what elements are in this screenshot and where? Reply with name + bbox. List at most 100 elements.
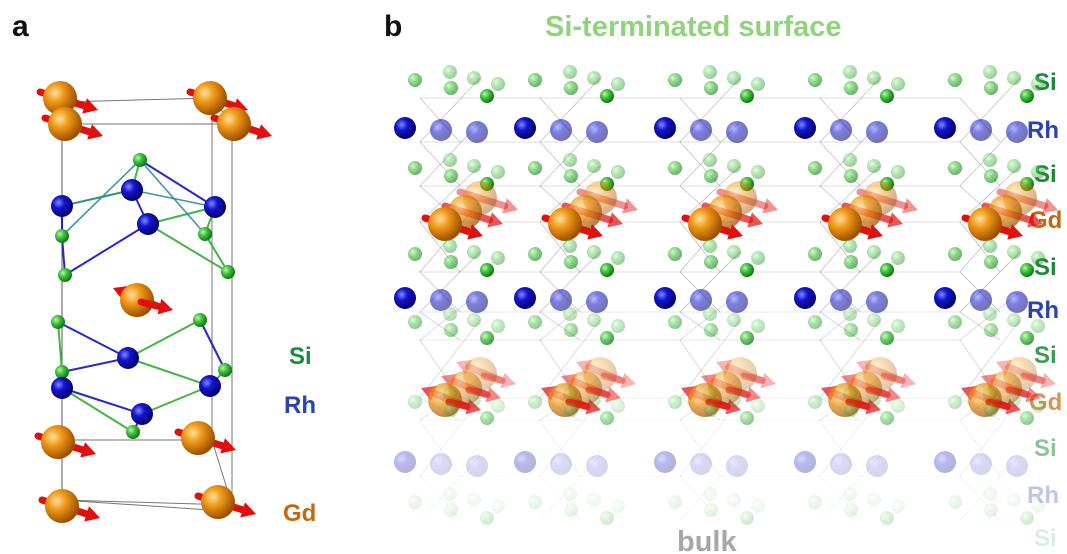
si-atom	[983, 387, 997, 401]
legend-gd-label: Gd	[283, 500, 316, 527]
rh-atom	[690, 453, 712, 475]
rh-atom	[51, 377, 73, 399]
gd-atom	[201, 485, 235, 519]
rh-atom	[430, 289, 452, 311]
magnetic-moment-arrow	[137, 298, 163, 311]
si-atom	[983, 65, 997, 79]
magnetic-moment-arrowhead	[82, 98, 98, 114]
rh-atom	[794, 287, 816, 309]
si-atom	[751, 499, 765, 513]
si-atom	[984, 323, 998, 337]
rh-atom	[726, 291, 748, 313]
si-rh-bond	[57, 321, 63, 373]
rh-atom	[934, 117, 956, 139]
magnetic-moment-arrowhead	[84, 506, 100, 522]
lattice-bond	[959, 77, 1021, 143]
si-atom	[444, 255, 458, 269]
si-atom	[704, 169, 718, 183]
lattice-bond	[819, 251, 881, 313]
si-atom	[808, 495, 822, 509]
si-atom	[480, 411, 494, 425]
magnetic-moment-arrowhead	[747, 212, 763, 228]
magnetic-moment-arrowhead	[902, 198, 918, 214]
si-atom	[808, 247, 822, 261]
si-atom	[983, 487, 997, 501]
magnetic-moment-arrowhead	[500, 372, 516, 389]
si-atom	[703, 65, 717, 79]
rh-atom	[970, 119, 992, 141]
lattice-bond	[539, 77, 601, 143]
si-atom	[564, 403, 578, 417]
magnetic-moment-arrowhead	[1027, 212, 1043, 228]
si-atom	[843, 153, 857, 167]
lattice-bond	[679, 419, 721, 477]
si-atom	[704, 81, 718, 95]
si-atom	[587, 493, 601, 507]
si-atom	[564, 255, 578, 269]
magnetic-moment-arrowhead	[620, 372, 636, 389]
si-rh-bond	[61, 357, 129, 373]
magnetic-moment-arrowhead	[1042, 198, 1058, 214]
panel-b-label: b	[384, 10, 402, 43]
si-atom	[808, 73, 822, 87]
layer-label: Rh	[1027, 117, 1059, 144]
si-atom	[443, 387, 457, 401]
lattice-bond	[959, 251, 1021, 313]
lattice-bond	[679, 251, 741, 313]
rh-atom	[550, 289, 572, 311]
si-atom	[564, 503, 578, 517]
si-atom	[1031, 77, 1045, 91]
unit-cell-edge	[61, 499, 211, 511]
si-atom	[467, 245, 481, 259]
si-atom	[704, 403, 718, 417]
si-rh-bond	[139, 159, 216, 208]
si-atom	[984, 403, 998, 417]
si-atom	[51, 315, 65, 329]
si-atom	[948, 247, 962, 261]
rh-atom	[830, 119, 852, 141]
rh-atom	[654, 117, 676, 139]
rh-atom	[654, 451, 676, 473]
rh-atom	[830, 453, 852, 475]
si-atom	[467, 313, 481, 327]
rh-atom	[430, 453, 452, 475]
si-atom	[1007, 71, 1021, 85]
si-atom	[740, 89, 754, 103]
rh-atom	[586, 291, 608, 313]
gd-atom	[45, 489, 79, 523]
lattice-bond	[819, 165, 881, 223]
si-atom	[611, 165, 625, 179]
atoms-and-bonds	[34, 65, 1058, 525]
si-atom	[408, 161, 422, 175]
si-atom	[668, 315, 682, 329]
si-atom	[751, 251, 765, 265]
si-atom	[443, 239, 457, 253]
si-atom	[704, 503, 718, 517]
lattice-bond	[539, 251, 601, 313]
si-atom	[587, 71, 601, 85]
lattice-bond	[539, 319, 601, 399]
si-atom	[1031, 319, 1045, 333]
si-atom	[528, 161, 542, 175]
rh-atom	[690, 119, 712, 141]
gd-atom	[181, 421, 215, 455]
si-atom	[563, 65, 577, 79]
rh-atom	[970, 289, 992, 311]
magnetic-moment-arrow	[740, 372, 766, 385]
si-atom	[983, 239, 997, 253]
si-atom	[528, 73, 542, 87]
si-atom	[1031, 251, 1045, 265]
magnetic-moment-arrowhead	[727, 224, 743, 240]
si-atom	[1031, 165, 1045, 179]
si-atom	[480, 511, 494, 525]
magnetic-moment-arrow	[445, 398, 471, 411]
si-atom	[880, 263, 894, 277]
si-rh-bond	[147, 223, 229, 273]
si-atom	[844, 323, 858, 337]
magnetic-moment-arrow	[1005, 386, 1031, 399]
si-atom	[408, 247, 422, 261]
si-atom	[880, 411, 894, 425]
rh-atom	[550, 453, 572, 475]
si-atom	[467, 159, 481, 173]
si-atom	[703, 307, 717, 321]
